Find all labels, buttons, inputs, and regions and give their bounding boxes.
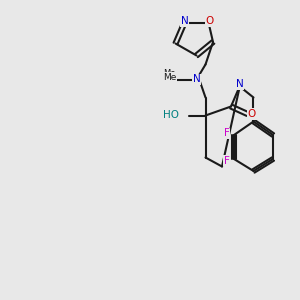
Text: N: N: [181, 16, 188, 26]
Text: Me: Me: [163, 73, 176, 82]
Text: N: N: [236, 79, 244, 89]
Text: N: N: [160, 72, 167, 82]
Text: HO: HO: [163, 110, 178, 120]
Text: N: N: [163, 74, 170, 85]
Text: Me: Me: [163, 69, 176, 78]
Text: F: F: [224, 128, 230, 139]
Text: O: O: [248, 109, 256, 119]
Text: O: O: [206, 16, 214, 26]
Text: N: N: [193, 74, 200, 85]
Text: F: F: [224, 155, 230, 166]
